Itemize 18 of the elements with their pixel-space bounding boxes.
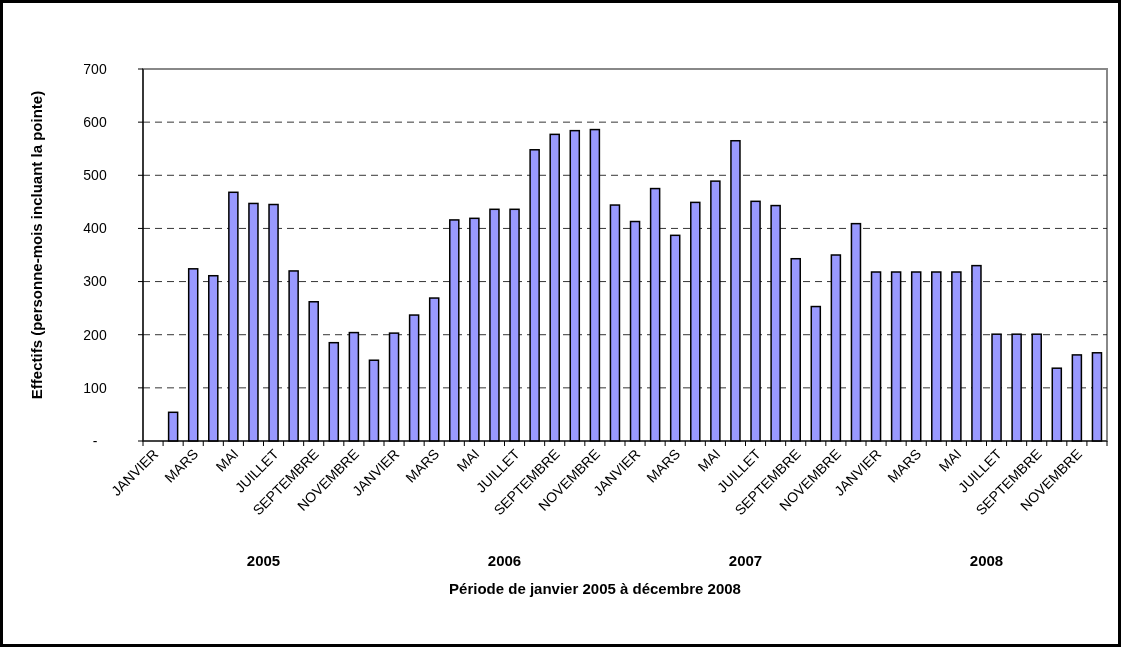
- x-tick-label: MAI: [453, 445, 483, 475]
- y-tick-label: 300: [83, 273, 107, 290]
- y-tick-label: -: [92, 432, 98, 449]
- x-axis-title: Période de janvier 2005 à décembre 2008: [449, 580, 741, 597]
- x-tick-label: MAI: [935, 445, 965, 475]
- text: 2006: [487, 552, 522, 569]
- text: 2005: [246, 552, 281, 569]
- y-tick-label: 100: [83, 379, 107, 396]
- y-tick-label: 500: [83, 167, 107, 184]
- x-tick-label: MAI: [694, 445, 724, 475]
- y-axis-title: Effectifs (personne-mois incluant la pointe): [28, 90, 45, 400]
- y-tick-label: 200: [83, 326, 107, 343]
- y-tick-label: 700: [83, 60, 107, 77]
- y-tick-label: 400: [83, 220, 107, 237]
- text: 2008: [969, 552, 1004, 569]
- y-tick-label: 600: [83, 114, 107, 131]
- x-tick-label: MAI: [212, 445, 242, 475]
- text: 2007: [728, 552, 763, 569]
